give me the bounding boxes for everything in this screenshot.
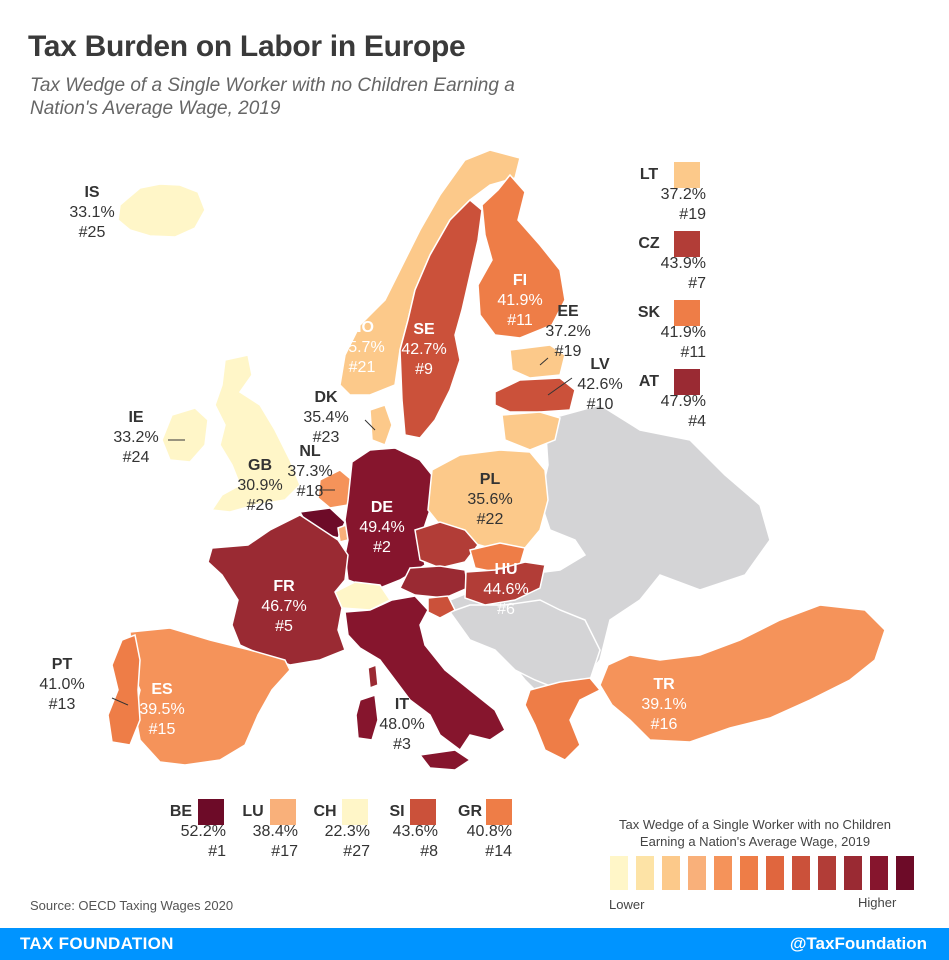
label-es: ES 39.5% #15 <box>139 681 185 738</box>
legend-gr: GR <box>458 803 482 820</box>
legend-be: BE <box>169 803 193 820</box>
leader-dk <box>364 419 376 431</box>
scale-step-7 <box>766 856 784 890</box>
legend-lt: LT <box>639 166 659 183</box>
label-ee: EE 37.2% #19 <box>545 303 591 360</box>
legend-ch-values: 22.3% #27 <box>324 823 370 860</box>
region-balkans-nondata <box>448 599 601 691</box>
swatch-be <box>198 799 224 825</box>
scale-step-1 <box>610 856 628 890</box>
scale-step-4 <box>688 856 706 890</box>
scale-step-3 <box>662 856 680 890</box>
swatch-sk <box>674 300 700 326</box>
label-fi: FI 41.9% #11 <box>497 272 543 329</box>
swatch-cz <box>674 231 700 257</box>
swatch-lt <box>674 162 700 188</box>
page-title: Tax Burden on Labor in Europe <box>28 30 466 63</box>
legend-sk-values: 41.9% #11 <box>660 324 706 361</box>
country-ie[interactable] <box>161 407 209 463</box>
label-fr: FR 46.7% #5 <box>261 578 307 635</box>
legend-si-values: 43.6% #8 <box>392 823 438 860</box>
legend-at-values: 47.9% #4 <box>660 393 706 430</box>
legend-cz-values: 43.9% #7 <box>660 255 706 292</box>
scale-higher-label: Higher <box>858 895 897 910</box>
footer-bar: TAX FOUNDATION @TaxFoundation <box>0 928 949 960</box>
scale-step-5 <box>714 856 732 890</box>
legend-ch: CH <box>313 803 337 820</box>
label-nl: NL 37.3% #18 <box>287 443 333 500</box>
island-sardinia[interactable] <box>355 693 379 741</box>
scale-title: Tax Wedge of a Single Worker with no Chi… <box>619 817 891 849</box>
legend-sk: SK <box>637 304 661 321</box>
country-gb[interactable] <box>210 354 301 513</box>
scale-step-6 <box>740 856 758 890</box>
scale-step-12 <box>896 856 914 890</box>
source-note: Source: OECD Taxing Wages 2020 <box>30 898 234 913</box>
country-fr[interactable] <box>207 514 349 666</box>
scale-step-8 <box>792 856 810 890</box>
scale-step-10 <box>844 856 862 890</box>
swatch-lu <box>270 799 296 825</box>
legend-cz: CZ <box>638 235 660 252</box>
footer-brand: TAX FOUNDATION <box>20 934 174 953</box>
label-dk: DK 35.4% #23 <box>303 389 349 446</box>
page-subtitle: Tax Wedge of a Single Worker with no Chi… <box>30 75 515 119</box>
legend-lu: LU <box>242 803 264 820</box>
label-gb: GB 30.9% #26 <box>237 457 283 514</box>
legend-si: SI <box>389 803 405 820</box>
legend-lt-values: 37.2% #19 <box>660 186 706 223</box>
leader-lv <box>547 377 573 396</box>
label-de: DE 49.4% #2 <box>359 499 405 556</box>
label-lv: LV 42.6% #10 <box>577 356 623 413</box>
legend-be-values: 52.2% #1 <box>180 823 226 860</box>
scale-step-2 <box>636 856 654 890</box>
island-corsica[interactable] <box>367 663 379 690</box>
scale-step-9 <box>818 856 836 890</box>
leader-ee <box>539 357 549 366</box>
swatch-si <box>410 799 436 825</box>
country-ee[interactable] <box>509 344 566 379</box>
country-no[interactable] <box>339 149 521 396</box>
label-it: IT 48.0% #3 <box>379 696 425 753</box>
country-gr[interactable] <box>524 677 602 761</box>
label-pl: PL 35.6% #22 <box>467 471 513 528</box>
country-it[interactable] <box>344 595 506 752</box>
label-hu: HU 44.6% #6 <box>483 561 529 618</box>
footer-twitter-handle[interactable]: @TaxFoundation <box>789 934 927 953</box>
label-no: NO 35.7% #21 <box>339 319 385 376</box>
label-tr: TR 39.1% #16 <box>641 676 687 733</box>
label-ie: IE 33.2% #24 <box>113 409 159 466</box>
label-pt: PT 41.0% #13 <box>39 656 85 713</box>
island-sicily[interactable] <box>418 749 472 771</box>
country-dk[interactable] <box>369 404 393 446</box>
europe-map <box>107 149 886 771</box>
swatch-ch <box>342 799 368 825</box>
legend-gr-values: 40.8% #14 <box>466 823 512 860</box>
country-lv[interactable] <box>494 377 576 413</box>
legend-at: AT <box>638 373 660 390</box>
label-is: IS 33.1% #25 <box>69 184 115 241</box>
label-se: SE 42.7% #9 <box>401 321 447 378</box>
country-lt[interactable] <box>501 411 561 451</box>
country-hu[interactable] <box>464 561 546 606</box>
country-se[interactable] <box>399 198 483 439</box>
swatch-gr <box>486 799 512 825</box>
scale-step-11 <box>870 856 888 890</box>
country-pt[interactable] <box>107 633 141 746</box>
country-at[interactable] <box>398 565 469 599</box>
color-scale <box>610 856 914 890</box>
country-is[interactable] <box>117 183 206 238</box>
scale-lower-label: Lower <box>609 897 645 912</box>
swatch-at <box>674 369 700 395</box>
country-fi[interactable] <box>477 173 566 339</box>
country-tr[interactable] <box>599 604 886 743</box>
legend-lu-values: 38.4% #17 <box>252 823 298 860</box>
leader-pt <box>111 697 129 706</box>
